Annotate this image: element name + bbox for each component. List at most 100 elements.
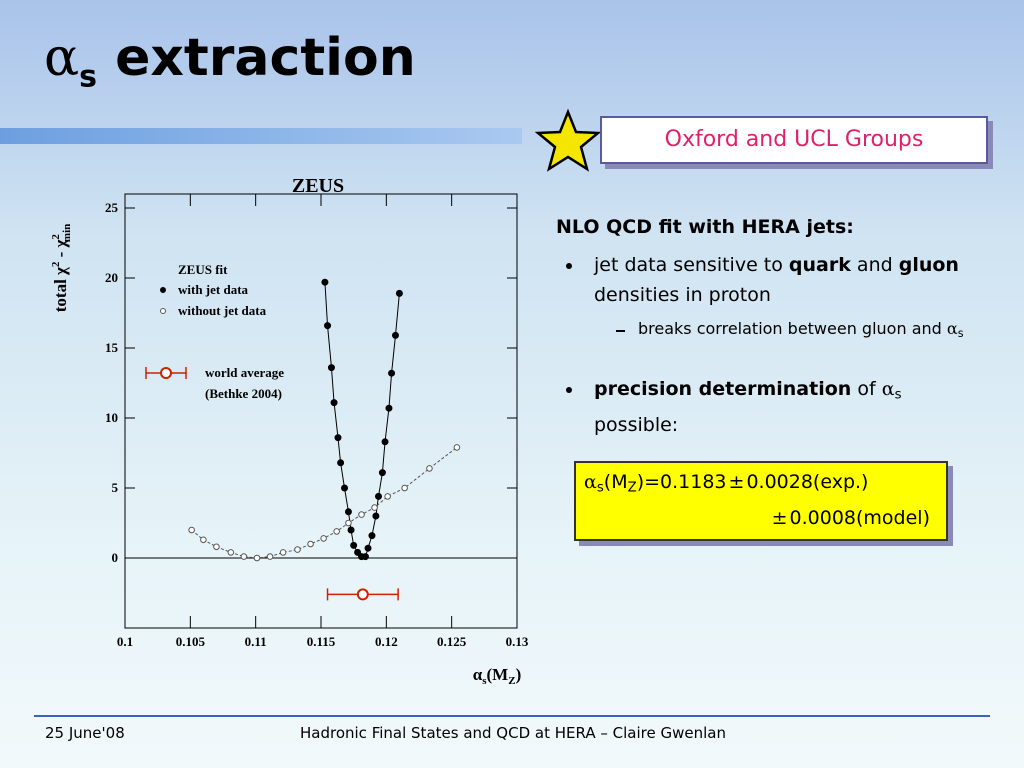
data-point	[374, 492, 382, 500]
x-label-part: )	[516, 665, 522, 684]
run: breaks correlation between gluon and	[638, 319, 947, 338]
run: and	[850, 254, 899, 276]
y-label-sup: 2	[50, 261, 62, 267]
legend-marker	[160, 308, 166, 314]
y-label-part: total χ	[51, 267, 70, 312]
badge: Oxford and UCL Groups	[600, 116, 988, 164]
data-point	[361, 553, 369, 561]
data-point	[385, 404, 393, 412]
star	[534, 108, 602, 172]
y-tick-label: 20	[105, 270, 118, 285]
data-point	[334, 434, 342, 442]
data-point	[391, 331, 399, 339]
run: of	[851, 378, 882, 400]
data-point	[188, 526, 195, 534]
run: jet data sensitive to	[594, 254, 789, 276]
x-tick-label: 0.105	[176, 634, 206, 649]
legend-note: (Bethke 2004)	[205, 386, 282, 401]
data-point	[378, 469, 386, 477]
run: 0.0028(exp.)	[746, 471, 869, 493]
result-line: ±0.0008(model)	[772, 507, 930, 529]
bullet: jet data sensitive to quark and gluon de…	[566, 250, 984, 310]
result-box: αs(MZ)=0.1183 ±0.0028(exp.) ±0.0008(model…	[574, 461, 948, 541]
footer-date: 25 June'08	[45, 724, 125, 742]
data-point	[341, 484, 349, 492]
legend-label: with jet data	[178, 282, 249, 297]
chart-title: ZEUS	[292, 175, 344, 197]
y-tick-label: 10	[105, 410, 118, 425]
data-point	[330, 399, 338, 407]
title-subscript: s	[79, 59, 97, 95]
y-tick-label: 0	[112, 550, 119, 565]
slide-title: αs extraction	[44, 28, 416, 94]
y-label-part: - χ	[51, 239, 70, 261]
data-point	[266, 553, 274, 560]
x-label-sub: s	[482, 675, 487, 687]
y-tick-label: 15	[105, 340, 119, 355]
run: )=0.1183	[636, 471, 727, 493]
bullet-dot	[566, 263, 572, 269]
x-label-sub: Z	[508, 675, 515, 687]
y-axis-label: total χ2 - χ2min	[50, 224, 73, 313]
legend-label: without jet data	[178, 303, 267, 318]
run-bold: precision determination	[594, 378, 852, 400]
title-symbol: α	[44, 28, 80, 88]
data-point	[384, 493, 391, 500]
x-axis-label: αs(MZ)	[473, 665, 522, 687]
x-label-part: α	[473, 665, 483, 684]
data-point	[345, 519, 352, 527]
data-point	[279, 549, 287, 556]
x-tick-label: 0.115	[307, 634, 336, 649]
bullet-item: jet data sensitive to quark and gluon de…	[566, 250, 984, 310]
sub-item: breaks correlation between gluon and αs	[616, 316, 978, 346]
run-sub: s	[894, 387, 902, 403]
x-tick-label: 0.11	[245, 634, 267, 649]
run-symbol: ±	[728, 471, 745, 493]
run: 0.0008(model)	[789, 507, 930, 529]
run: densities in proton	[594, 284, 771, 306]
data-point	[344, 508, 352, 516]
data-point	[240, 553, 248, 560]
legend-marker	[160, 287, 166, 293]
x-tick-label: 0.1	[117, 634, 133, 649]
footer-line	[34, 715, 990, 717]
run-bold: quark	[788, 254, 851, 276]
data-point	[347, 526, 355, 534]
data-point	[253, 554, 261, 562]
y-label-sub: min	[61, 224, 73, 242]
run-sub: Z	[627, 480, 637, 496]
run-symbol: α	[946, 319, 958, 338]
data-point	[453, 444, 461, 451]
x-tick-label: 0.13	[506, 634, 529, 649]
data-point	[395, 289, 403, 297]
run-symbol: α	[584, 471, 597, 493]
data-point	[337, 459, 345, 467]
bullet-dash	[616, 330, 625, 332]
result-line: αs(MZ)=0.1183 ±0.0028(exp.)	[584, 471, 868, 495]
bullet-item: precision determination of αs possible:	[566, 374, 984, 440]
legend-marker	[160, 367, 172, 379]
data-point	[294, 546, 301, 553]
sub-bullet: breaks correlation between gluon and αs	[616, 316, 978, 346]
bullet: precision determination of αs possible:	[566, 374, 984, 440]
x-tick-label: 0.125	[437, 634, 467, 649]
x-label-part: (M	[487, 665, 509, 684]
y-tick-label: 5	[112, 480, 119, 495]
data-point	[307, 540, 314, 548]
data-point	[368, 532, 376, 540]
data-point	[327, 364, 335, 372]
title-band	[0, 128, 522, 144]
run-sub: s	[596, 480, 604, 496]
world-average-point	[356, 588, 369, 601]
legend-title: ZEUS fit	[178, 262, 228, 277]
data-point	[372, 512, 380, 520]
data-point	[324, 322, 332, 330]
y-label-sup: 2	[50, 234, 62, 240]
run: possible:	[594, 414, 679, 437]
data-point	[364, 544, 372, 552]
legend-label: world average	[205, 365, 284, 380]
data-point	[213, 543, 220, 551]
data-point	[333, 528, 340, 535]
data-point	[200, 536, 207, 544]
